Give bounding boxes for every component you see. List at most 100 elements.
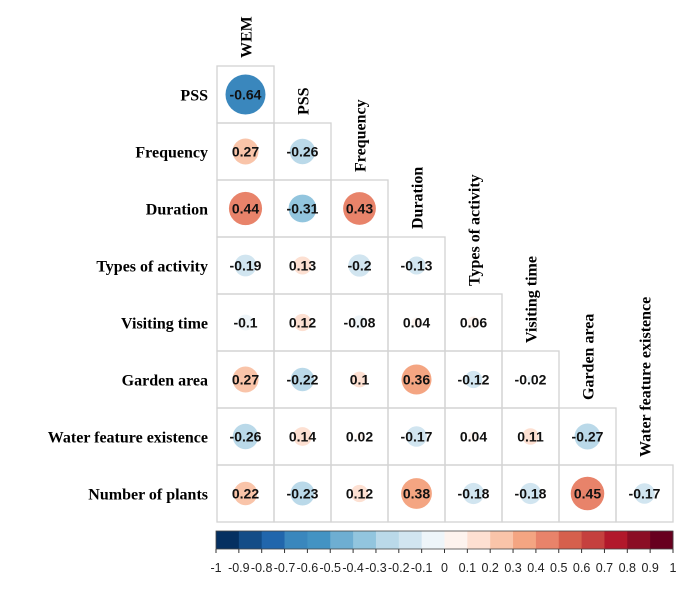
colorbar-tick-label: 1	[670, 561, 677, 575]
colorbar-segment	[604, 531, 628, 549]
colorbar-tick-label: 0.1	[459, 561, 476, 575]
cell-value-label: -0.2	[347, 258, 371, 274]
colorbar-segment	[238, 531, 263, 549]
cell-value-label: 0.12	[289, 315, 316, 331]
colorbar-tick-label: 0.7	[596, 561, 613, 575]
colorbar-segment	[444, 531, 468, 549]
row-label: Visiting time	[121, 316, 208, 333]
colorbar-segment	[650, 531, 674, 549]
colorbar-segment	[216, 531, 240, 549]
correlation-circle	[233, 481, 258, 506]
correlation-circle	[351, 371, 368, 388]
correlation-circle	[468, 431, 479, 442]
correlation-circle	[519, 482, 542, 505]
row-labels: PSS Frequency Duration Types of activity Vis…	[48, 88, 208, 504]
cell-value-label: 0.38	[403, 486, 430, 502]
colorbar-tick-label: 0.3	[504, 561, 521, 575]
column-label: Visiting time	[524, 256, 541, 343]
column-label: Frequency	[353, 99, 370, 172]
colorbar-tick-label: 0	[441, 561, 448, 575]
correlation-circle	[352, 315, 367, 330]
correlation-circle	[355, 432, 364, 441]
column-label: Duration	[410, 167, 427, 229]
row-label: Garden area	[122, 373, 208, 390]
cell-value-label: -0.1	[233, 315, 257, 331]
correlation-circle	[634, 483, 655, 504]
correlation-circle	[232, 423, 259, 450]
correlation-circle	[407, 256, 426, 275]
colorbar-segment	[307, 531, 331, 549]
cell-value-label: -0.17	[629, 486, 661, 502]
column-labels: WEM PSS Frequency Duration Types of activity…	[239, 16, 655, 457]
cell-value-label: 0.43	[346, 201, 373, 217]
correlation-circle	[293, 313, 312, 332]
row-label: Duration	[146, 202, 208, 219]
correlation-circle	[343, 192, 376, 225]
correlation-circle	[293, 256, 312, 275]
colorbar-segment	[490, 531, 514, 549]
colorbar-tick-label: -1	[210, 561, 221, 575]
correlation-circle	[411, 317, 422, 328]
correlation-circle	[526, 375, 535, 384]
colorbar-segment	[558, 531, 582, 549]
correlation-circle	[350, 484, 369, 503]
cell-value-label: 0.13	[289, 258, 316, 274]
colorbar-tick-label: 0.8	[619, 561, 636, 575]
cell-value-label: 0.12	[346, 486, 373, 502]
correlation-circle	[234, 254, 257, 277]
column-label: Types of activity	[467, 174, 484, 286]
cell-value-label: 0.27	[232, 144, 259, 160]
colorbar-segment	[284, 531, 308, 549]
colorbar-tick-label: 0.5	[550, 561, 567, 575]
colorbar-tick-label: -0.3	[365, 561, 387, 575]
row-label: Types of activity	[96, 259, 208, 276]
colorbar-segment	[330, 531, 354, 549]
column-label: WEM	[239, 16, 256, 58]
colorbar-tick-label: -0.8	[251, 561, 273, 575]
column-label: PSS	[296, 87, 313, 115]
cell-value-label: 0.27	[232, 372, 259, 388]
colorbar-segment	[261, 531, 285, 549]
correlation-circle	[462, 482, 485, 505]
correlation-circle	[293, 427, 312, 446]
cell-value-label: 0.36	[403, 372, 430, 388]
colorbar-tick-label: -0.9	[228, 561, 250, 575]
cell-value-label: -0.08	[344, 315, 376, 331]
cell-value-label: -0.22	[287, 372, 319, 388]
colorbar-tick-labels: -1 -0.9 -0.8 -0.7 -0.6 -0.5 -0.4 -0.3 -0.2 -0.1 0 0…	[210, 561, 676, 575]
cell-values: -0.64 0.27 -0.26 0.44 -0.31 0.43 -0.19 0.13 -0.2…	[230, 87, 661, 502]
cell-value-label: 0.04	[403, 315, 430, 331]
correlation-circle	[401, 364, 432, 395]
colorbar-segment	[535, 531, 560, 549]
correlation-circle	[290, 481, 315, 506]
cell-value-label: -0.18	[515, 486, 547, 502]
column-label: Water feature existence	[638, 297, 655, 457]
cell-value-label: 0.1	[350, 372, 370, 388]
cell-value-label: 0.44	[232, 201, 259, 217]
cell-value-label: 0.06	[460, 315, 487, 331]
correlation-circle	[570, 476, 605, 511]
colorbar-segment	[375, 531, 400, 549]
cell-value-label: -0.12	[458, 372, 490, 388]
correlation-circle	[288, 194, 317, 223]
correlation-circle	[290, 367, 315, 392]
colorbar-tick-label: -0.5	[319, 561, 341, 575]
cell-value-label: -0.27	[572, 429, 604, 445]
correlation-circle	[225, 74, 266, 115]
colorbar-segment	[627, 531, 651, 549]
correlation-circle	[228, 191, 263, 226]
cell-value-label: -0.02	[515, 372, 547, 388]
colorbar-tick-label: -0.7	[274, 561, 296, 575]
correlation-circle	[522, 428, 539, 445]
colorbar-tick-label: -0.2	[388, 561, 410, 575]
cell-value-label: 0.45	[574, 486, 601, 502]
colorbar-segment	[353, 531, 377, 549]
row-label: Number of plants	[88, 487, 208, 504]
cell-value-label: 0.11	[517, 429, 544, 445]
cell-value-label: 0.14	[289, 429, 316, 445]
cell-value-label: -0.23	[287, 486, 319, 502]
row-label: PSS	[180, 88, 208, 105]
cell-value-label: 0.22	[232, 486, 259, 502]
colorbar-tick-label: -0.6	[297, 561, 319, 575]
